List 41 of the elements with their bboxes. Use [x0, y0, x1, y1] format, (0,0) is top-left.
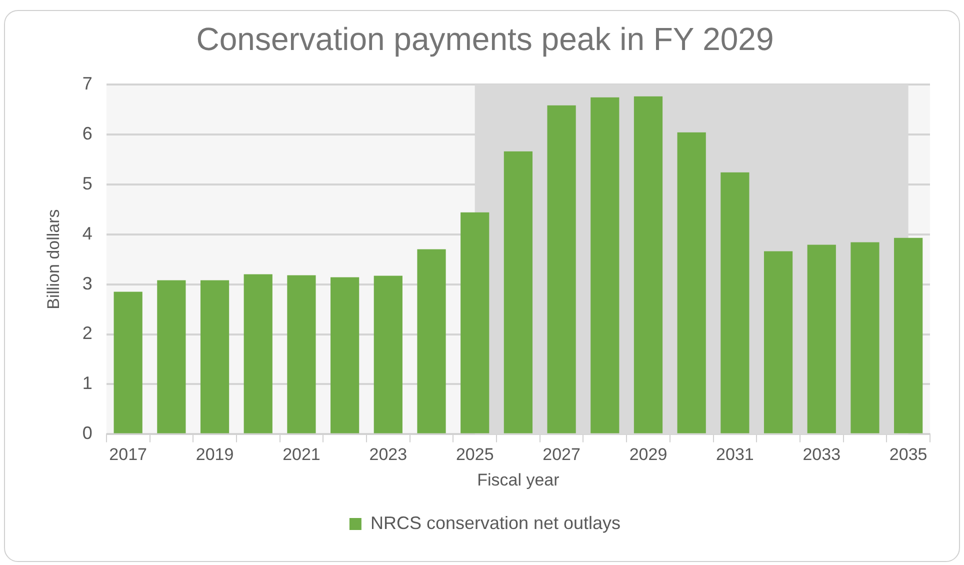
bar: [330, 277, 360, 434]
x-tick-label: 2021: [282, 445, 320, 464]
bar: [850, 242, 880, 434]
y-tick-label: 1: [82, 373, 92, 394]
bar: [244, 274, 272, 434]
legend-label: NRCS conservation net outlays: [370, 512, 621, 533]
bar: [200, 280, 230, 434]
x-tick-label: 2019: [196, 445, 234, 464]
bar: [720, 172, 750, 434]
x-tick-label: 2017: [109, 445, 147, 464]
y-tick-label: 4: [82, 223, 92, 244]
bar: [807, 244, 836, 434]
bar: [460, 212, 490, 434]
x-axis-title: Fiscal year: [477, 470, 560, 490]
bar: [374, 276, 402, 434]
bar: [894, 238, 923, 434]
x-tick-label: 2031: [716, 445, 754, 464]
x-tick-label: 2035: [889, 445, 928, 464]
y-axis-title: Billion dollars: [44, 209, 63, 310]
y-tick-label: 7: [82, 73, 92, 94]
y-tick-label: 2: [82, 323, 92, 344]
bar: [417, 249, 446, 434]
y-tick-label: 6: [82, 123, 92, 144]
y-tick-label: 0: [82, 423, 92, 444]
bar: [547, 105, 576, 434]
bar: [764, 251, 793, 434]
bar: [114, 292, 142, 434]
y-tick-label: 5: [82, 173, 92, 194]
chart-title: Conservation payments peak in FY 2029: [196, 21, 774, 58]
bar: [157, 280, 186, 434]
x-tick-label: 2029: [629, 445, 668, 464]
bar: [634, 96, 663, 434]
x-tick-label: 2033: [802, 445, 841, 464]
bar: [590, 97, 620, 434]
x-tick-label: 2025: [456, 445, 494, 464]
x-tick-label: 2023: [369, 445, 408, 464]
bar: [287, 275, 316, 434]
y-tick-label: 3: [82, 273, 92, 294]
bar: [504, 151, 533, 434]
bar: [677, 132, 706, 434]
x-tick-label: 2027: [542, 445, 580, 464]
